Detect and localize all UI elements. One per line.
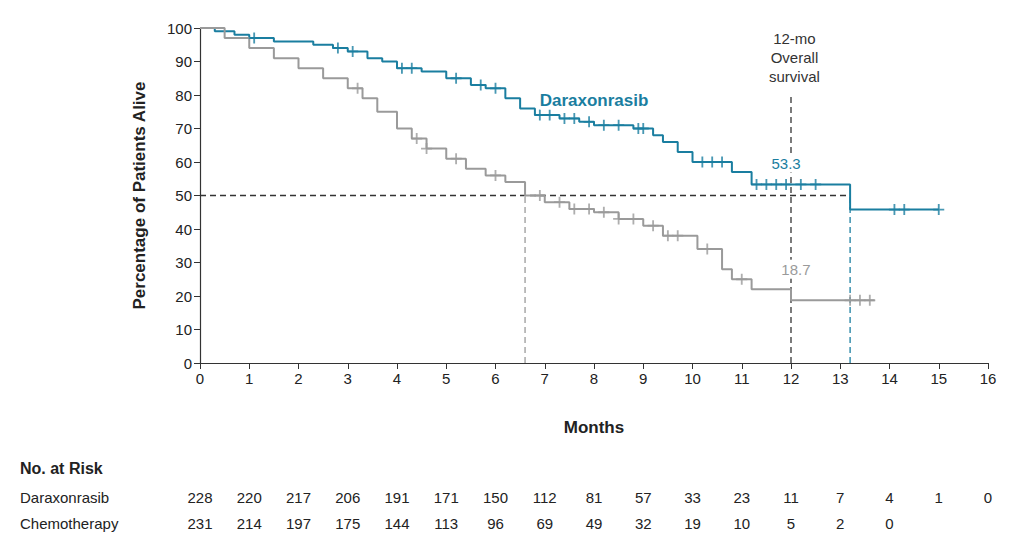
svg-text:14: 14: [881, 370, 898, 387]
svg-text:11: 11: [783, 489, 799, 506]
svg-text:13: 13: [832, 370, 849, 387]
svg-text:4: 4: [885, 489, 893, 506]
svg-text:16: 16: [980, 370, 997, 387]
svg-text:12: 12: [783, 370, 800, 387]
svg-text:50: 50: [175, 187, 192, 204]
svg-text:191: 191: [384, 489, 409, 506]
svg-text:231: 231: [187, 515, 212, 532]
svg-text:0: 0: [196, 370, 204, 387]
svg-text:175: 175: [335, 515, 360, 532]
svg-text:2: 2: [294, 370, 302, 387]
svg-text:49: 49: [586, 515, 603, 532]
svg-text:57: 57: [635, 489, 652, 506]
svg-text:70: 70: [175, 120, 192, 137]
svg-text:survival: survival: [769, 68, 820, 85]
svg-text:23: 23: [733, 489, 750, 506]
svg-text:32: 32: [635, 515, 652, 532]
svg-text:8: 8: [590, 370, 598, 387]
svg-text:0: 0: [885, 515, 893, 532]
svg-text:113: 113: [434, 515, 458, 532]
svg-text:11: 11: [734, 370, 750, 387]
svg-text:Months: Months: [564, 418, 624, 437]
svg-text:12-mo: 12-mo: [773, 30, 816, 47]
svg-text:18.7: 18.7: [781, 261, 810, 278]
svg-text:7: 7: [541, 370, 549, 387]
svg-text:6: 6: [491, 370, 499, 387]
svg-text:80: 80: [175, 87, 192, 104]
svg-text:Chemotherapy: Chemotherapy: [20, 515, 119, 532]
svg-text:Daraxonrasib: Daraxonrasib: [540, 91, 649, 110]
svg-text:10: 10: [684, 370, 701, 387]
svg-text:112: 112: [533, 489, 557, 506]
svg-text:53.3: 53.3: [771, 155, 800, 172]
svg-text:5: 5: [442, 370, 450, 387]
svg-text:0: 0: [184, 355, 192, 372]
svg-text:220: 220: [237, 489, 262, 506]
svg-text:Percentage of Patients Alive: Percentage of Patients Alive: [130, 81, 149, 309]
svg-text:206: 206: [335, 489, 360, 506]
svg-text:4: 4: [393, 370, 401, 387]
svg-text:69: 69: [536, 515, 553, 532]
svg-text:96: 96: [487, 515, 504, 532]
svg-text:1: 1: [245, 370, 253, 387]
svg-text:90: 90: [175, 53, 192, 70]
svg-text:19: 19: [684, 515, 701, 532]
svg-text:100: 100: [167, 20, 192, 37]
svg-text:144: 144: [384, 515, 409, 532]
svg-text:60: 60: [175, 154, 192, 171]
svg-text:214: 214: [237, 515, 262, 532]
svg-text:5: 5: [787, 515, 795, 532]
svg-text:0: 0: [984, 489, 992, 506]
svg-text:81: 81: [586, 489, 603, 506]
svg-text:40: 40: [175, 221, 192, 238]
svg-text:217: 217: [286, 489, 311, 506]
svg-text:20: 20: [175, 288, 192, 305]
svg-text:3: 3: [344, 370, 352, 387]
svg-text:7: 7: [836, 489, 844, 506]
svg-text:228: 228: [187, 489, 212, 506]
svg-text:10: 10: [175, 321, 192, 338]
svg-text:197: 197: [286, 515, 311, 532]
svg-text:30: 30: [175, 254, 192, 271]
svg-text:10: 10: [733, 515, 750, 532]
svg-text:Daraxonrasib: Daraxonrasib: [20, 489, 109, 506]
svg-text:15: 15: [930, 370, 947, 387]
svg-text:2: 2: [836, 515, 844, 532]
svg-text:No. at Risk: No. at Risk: [20, 460, 103, 477]
svg-text:150: 150: [483, 489, 508, 506]
svg-text:171: 171: [434, 489, 459, 506]
svg-text:9: 9: [639, 370, 647, 387]
svg-text:Overall: Overall: [771, 49, 819, 66]
svg-text:33: 33: [684, 489, 701, 506]
svg-text:1: 1: [935, 489, 943, 506]
